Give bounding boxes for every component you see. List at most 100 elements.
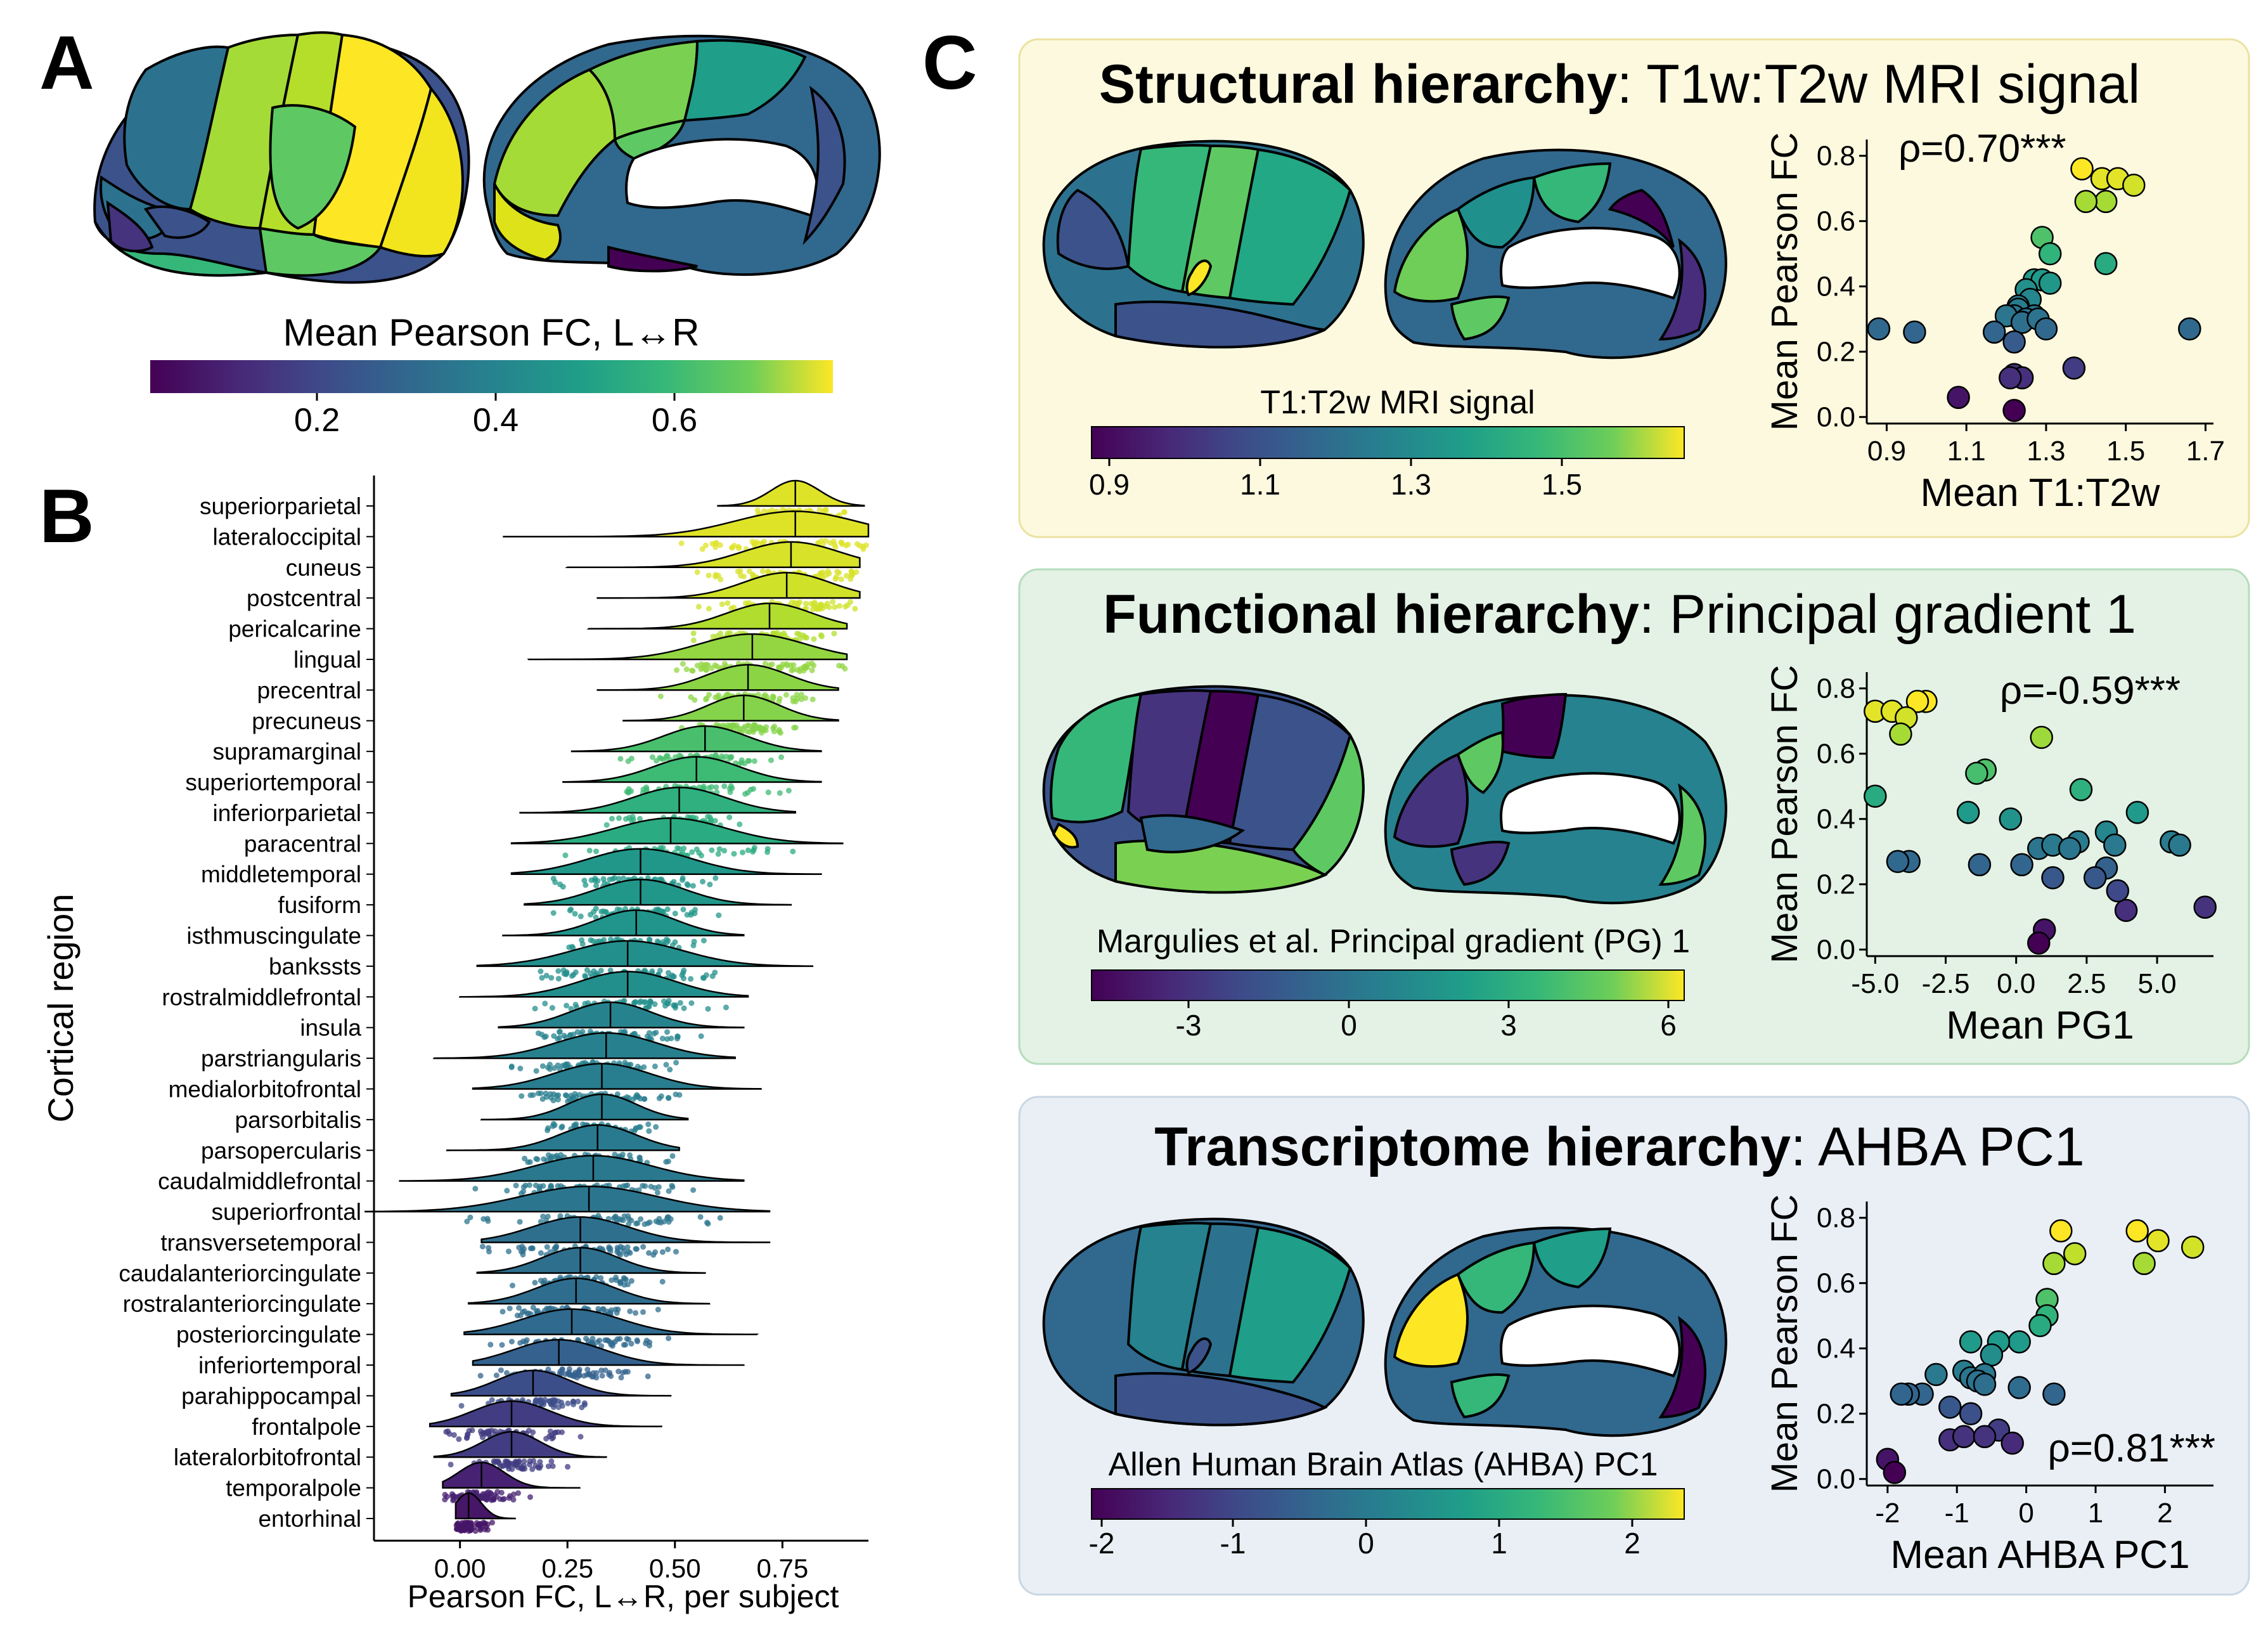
region-label: parsorbitalis: [235, 1107, 361, 1133]
subject-point: [569, 1095, 576, 1101]
scatter-x-tick-label: 0.0: [1997, 968, 2035, 999]
subject-point: [642, 1183, 648, 1189]
subject-point: [568, 1006, 574, 1012]
violin-shape: [433, 1431, 607, 1458]
violin-shape: [467, 1278, 711, 1305]
subject-point: [559, 1429, 565, 1435]
subject-point: [636, 999, 643, 1006]
subject-point: [707, 881, 713, 888]
subject-point: [634, 1246, 640, 1252]
subject-point: [493, 1493, 499, 1499]
subject-point: [606, 1245, 612, 1252]
violin-plot: 0.00 0.25 0.50 0.75 superiorparietal lateralo…: [119, 476, 870, 1583]
subject-point: [680, 970, 686, 976]
subject-point: [489, 1519, 495, 1525]
subject-point: [731, 604, 737, 611]
scatter-point: [1883, 1461, 1907, 1484]
subject-point: [621, 875, 627, 881]
region-label: lateralorbitofrontal: [174, 1444, 361, 1470]
subject-point: [776, 696, 783, 702]
subject-point: [543, 973, 550, 979]
subject-point: [624, 1094, 630, 1100]
subject-point: [693, 815, 699, 821]
subject-point: [683, 666, 690, 673]
region-label: supramarginal: [213, 739, 361, 765]
scatter-point: [1956, 801, 1980, 824]
subject-point: [482, 1431, 489, 1437]
subject-point: [831, 630, 837, 637]
violin-shape: [510, 848, 822, 875]
scatter-point: [2042, 1252, 2066, 1276]
subject-point: [617, 1279, 623, 1285]
subject-point: [669, 1182, 675, 1189]
colorbar-ticks-functional: -3 0 3 6: [1176, 1001, 1677, 1042]
colorbar-tick-a-3: 0.6: [652, 402, 697, 439]
subject-point: [548, 975, 555, 981]
subject-point: [635, 1338, 640, 1345]
subject-point: [567, 1372, 573, 1378]
scatter-point: [2103, 833, 2127, 857]
scatter-x-tick-label: 0.9: [1867, 436, 1906, 467]
subject-point: [716, 846, 723, 852]
scatter-point: [1905, 690, 1930, 713]
subject-point: [567, 1032, 573, 1039]
subject-point: [624, 1182, 631, 1188]
scatter-y-tick-label: 0.8: [1817, 673, 1855, 704]
scatter-point: [2114, 898, 2138, 923]
subject-point: [746, 568, 752, 574]
subject-point: [629, 813, 636, 820]
subject-point: [538, 968, 544, 975]
subject-point: [548, 1401, 554, 1408]
region-label: rostralmiddlefrontal: [162, 984, 361, 1010]
scatter-point: [2146, 1229, 2170, 1253]
subject-point: [693, 846, 700, 852]
subject-point: [448, 1461, 454, 1468]
subject-point: [669, 1153, 676, 1159]
subject-point: [668, 1035, 674, 1042]
subject-point: [839, 663, 846, 669]
scatter-point: [1959, 1330, 1983, 1354]
subject-point: [712, 574, 719, 580]
subject-point: [658, 1093, 664, 1099]
scatter-x-tick-label: 2.5: [2067, 968, 2106, 999]
subject-point: [666, 1188, 672, 1195]
subject-point: [789, 668, 795, 674]
scatter-point: [1886, 850, 1910, 873]
subject-point: [614, 1336, 621, 1342]
scatter-x-tick-label: 1.5: [2106, 436, 2145, 467]
subject-point: [783, 661, 790, 667]
subject-point: [545, 1065, 551, 1071]
region-label: entorhinal: [258, 1506, 361, 1532]
region-label: pericalcarine: [228, 616, 361, 642]
scatter-ylabel: Mean Pearson FC: [1764, 1195, 1805, 1493]
subject-point: [706, 606, 712, 612]
subject-point: [508, 1064, 515, 1070]
region-label: cuneus: [286, 555, 361, 581]
subject-point: [646, 1128, 652, 1134]
scatter-structural: 0.0 0.2 0.4 0.6 0.8 0.9 1.1 1.3 1.5 1.7 Mean T1:T2…: [1764, 127, 2225, 515]
subject-point: [688, 976, 694, 982]
subject-point: [836, 603, 842, 609]
subject-point: [477, 1428, 484, 1434]
subject-point: [798, 692, 804, 698]
region-label: medialorbitofrontal: [169, 1076, 361, 1102]
scatter-x-tick-label: 2: [2157, 1498, 2172, 1529]
subject-point: [614, 906, 621, 912]
subject-point: [623, 1251, 629, 1257]
scatter-point: [2178, 317, 2201, 340]
colorbar-label-structural: T1:T2w MRI signal: [1260, 384, 1535, 421]
subject-point: [517, 1065, 524, 1072]
region-label: parsopercularis: [201, 1137, 361, 1163]
subject-point: [841, 509, 847, 515]
subject-point: [542, 1397, 548, 1402]
scatter-y-tick-label: 0.8: [1817, 141, 1855, 172]
subject-point: [483, 1524, 489, 1530]
subject-point: [690, 883, 696, 889]
colorbar-tick-structural-3: 1.3: [1391, 468, 1431, 501]
violin-xlabel: Pearson FC, L↔R, per subject: [408, 1579, 839, 1614]
subject-point: [832, 544, 839, 550]
scatter-point: [1968, 853, 1992, 877]
subject-point: [515, 1490, 521, 1496]
subject-point: [776, 790, 783, 796]
subject-point: [681, 1005, 687, 1011]
